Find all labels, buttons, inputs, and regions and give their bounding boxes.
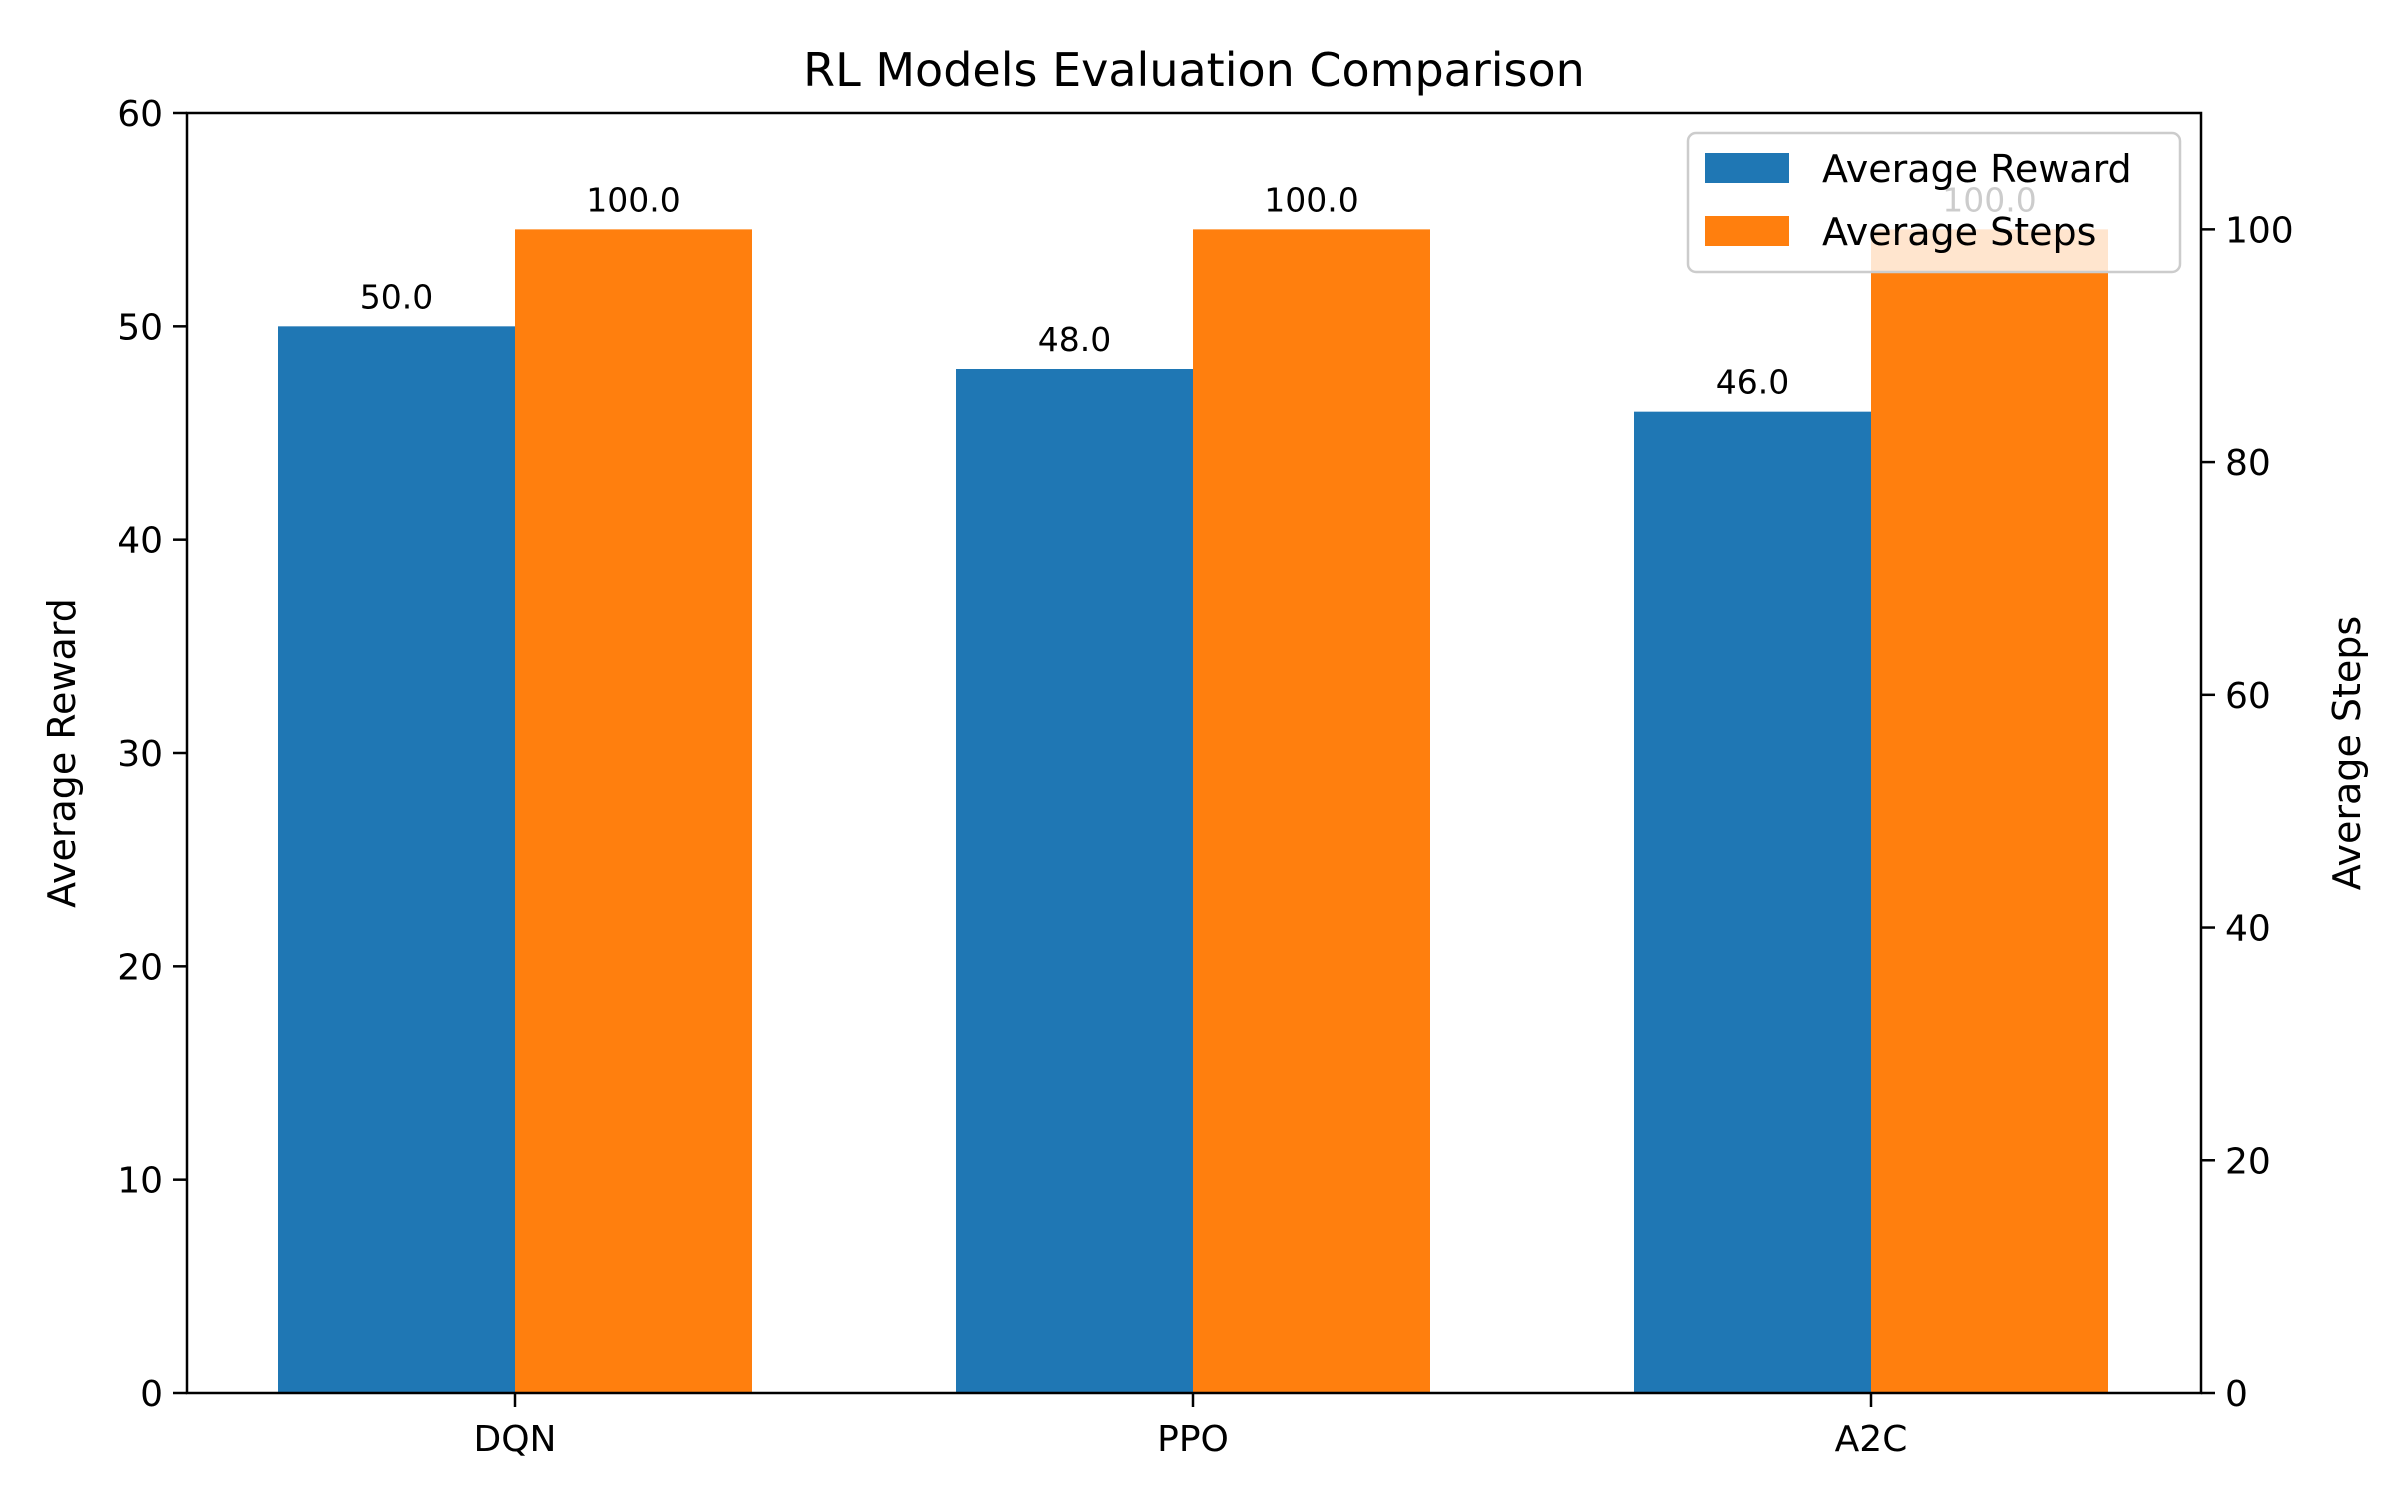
bar-label-average-reward-dqn: 50.0 [360, 277, 433, 316]
right-tick-label: 0 [2225, 1374, 2248, 1415]
bar-average-reward-dqn [278, 326, 515, 1393]
left-tick-label: 40 [117, 521, 163, 562]
right-y-axis-label: Average Steps [2325, 616, 2369, 890]
x-tick-label-ppo: PPO [1157, 1419, 1229, 1460]
legend: Average Reward Average Steps [1686, 131, 2182, 274]
right-tick-label: 80 [2225, 443, 2271, 484]
bar-average-steps-ppo [1193, 229, 1430, 1393]
chart-title: RL Models Evaluation Comparison [803, 43, 1585, 97]
x-tick-label-a2c: A2C [1835, 1419, 1908, 1460]
left-tick-label: 50 [117, 307, 163, 348]
right-tick-label: 20 [2225, 1141, 2271, 1182]
left-y-axis-label: Average Reward [40, 598, 84, 908]
left-tick-label: 60 [117, 94, 163, 135]
left-tick-label: 0 [140, 1374, 163, 1415]
bars [278, 229, 2108, 1394]
bar-average-steps-dqn [515, 229, 752, 1393]
legend-swatch-average-steps [1705, 216, 1789, 246]
bar-average-reward-a2c [1634, 411, 1871, 1394]
bar-label-average-steps-dqn: 100.0 [586, 180, 680, 219]
legend-swatch-average-reward [1705, 153, 1789, 183]
bar-label-average-reward-a2c: 46.0 [1716, 363, 1789, 402]
right-y-axis: 0 20 40 60 80 100 [2201, 210, 2294, 1415]
right-tick-label: 60 [2225, 676, 2271, 717]
left-y-axis: 0 10 20 30 40 50 60 [117, 94, 187, 1415]
legend-label-average-reward: Average Reward [1822, 147, 2132, 191]
bar-label-average-reward-ppo: 48.0 [1038, 320, 1111, 359]
bar-average-steps-a2c [1871, 229, 2108, 1393]
right-tick-label: 40 [2225, 909, 2271, 950]
bar-label-average-steps-ppo: 100.0 [1264, 180, 1358, 219]
legend-box [1686, 131, 2182, 274]
x-tick-label-dqn: DQN [474, 1419, 557, 1460]
left-tick-label: 10 [117, 1161, 163, 1202]
left-tick-label: 20 [117, 947, 163, 988]
bar-average-reward-ppo [956, 369, 1193, 1393]
legend-label-average-steps: Average Steps [1822, 210, 2096, 254]
left-tick-label: 30 [117, 734, 163, 775]
right-tick-label: 100 [2225, 210, 2294, 251]
x-axis: DQN PPO A2C [474, 1393, 1908, 1460]
